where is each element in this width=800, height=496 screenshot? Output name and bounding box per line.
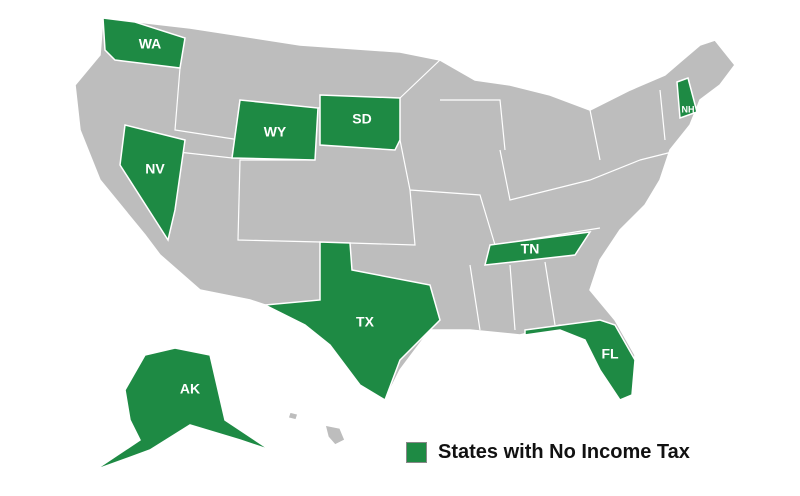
state-tn[interactable] [484, 231, 592, 266]
label-ak: AK [180, 381, 200, 397]
label-nh: NH [682, 104, 695, 114]
state-wy[interactable] [231, 99, 319, 161]
legend: States with No Income Tax [406, 441, 690, 464]
state-ak[interactable] [94, 347, 271, 471]
label-wa: WA [139, 36, 162, 52]
state-hawaii [323, 424, 346, 446]
label-tn: TN [521, 241, 540, 257]
label-fl: FL [601, 346, 619, 362]
label-tx: TX [356, 314, 375, 330]
state-nv[interactable] [119, 124, 186, 242]
state-hawaii-islands [287, 411, 299, 421]
state-fl[interactable] [524, 319, 636, 401]
state-nh[interactable] [676, 77, 698, 120]
label-sd: SD [352, 111, 371, 127]
state-tx[interactable] [262, 241, 441, 402]
legend-swatch [406, 442, 427, 463]
state-sd[interactable] [319, 94, 401, 151]
label-wy: WY [264, 124, 287, 140]
label-nv: NV [145, 161, 165, 177]
legend-label: States with No Income Tax [438, 441, 690, 463]
state-wa[interactable] [102, 17, 186, 69]
